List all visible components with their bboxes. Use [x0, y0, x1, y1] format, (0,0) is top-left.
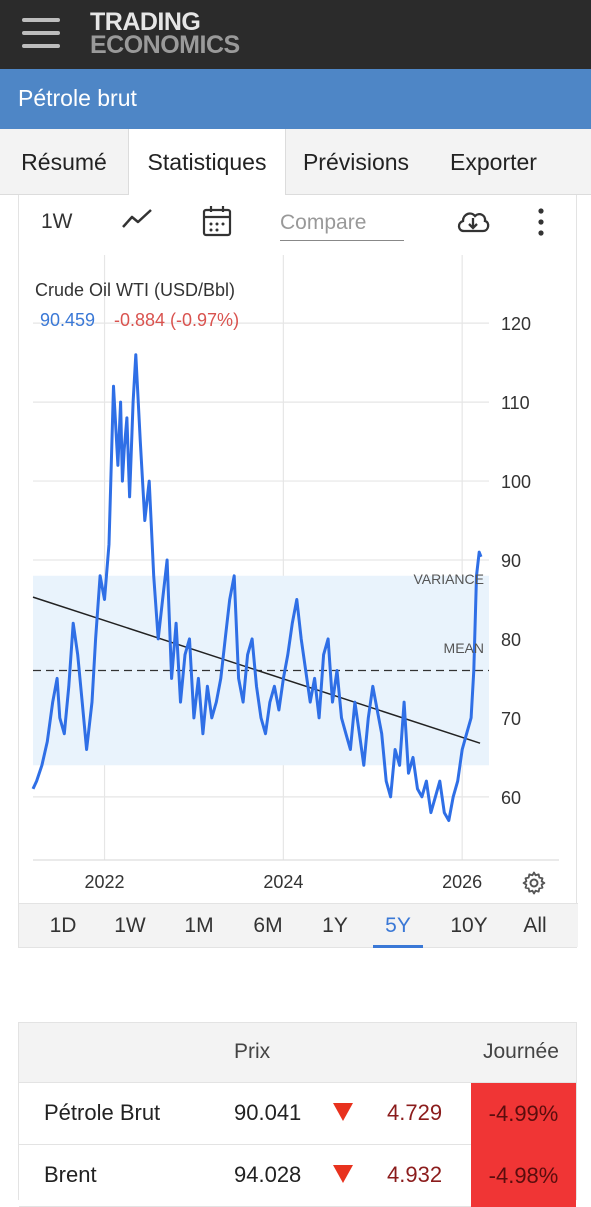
y-tick-label: 120 — [501, 314, 531, 334]
mean-label: MEAN — [444, 640, 484, 656]
chart-title: Crude Oil WTI (USD/Bbl) — [35, 280, 235, 300]
range-1d[interactable]: 1D — [49, 914, 77, 937]
logo-line2: ECONOMICS — [90, 31, 240, 59]
price-table: Prix Journée Pétrole Brut 90.041 4.729 -… — [18, 1022, 577, 1207]
page-title: Pétrole brut — [18, 85, 137, 111]
cloud-download-icon[interactable] — [455, 207, 491, 242]
row-percent: -4.99% — [471, 1083, 576, 1145]
gear-icon[interactable] — [522, 871, 546, 900]
y-tick-label: 110 — [501, 393, 530, 413]
down-arrow-icon — [333, 1103, 353, 1121]
title-bar: Pétrole brut — [0, 69, 591, 129]
x-tick-label: 2024 — [263, 872, 303, 892]
tab-exporter[interactable]: Exporter — [450, 149, 537, 175]
row-name: Brent — [44, 1162, 97, 1187]
chart-card: 1W 60 70 80 90 100 110 120 2022 2024 2026 VARIAN… — [18, 195, 578, 948]
row-change: 4.932 — [387, 1162, 443, 1187]
more-vertical-icon[interactable] — [535, 207, 547, 242]
tab-statistiques[interactable]: Statistiques — [128, 129, 286, 196]
range-6m[interactable]: 6M — [253, 914, 283, 937]
table-row[interactable]: Pétrole Brut 90.041 4.729 -4.99% — [19, 1083, 576, 1145]
row-price: 94.028 — [234, 1162, 302, 1187]
range-1y[interactable]: 1Y — [322, 914, 348, 937]
down-arrow-icon — [333, 1165, 353, 1183]
compare-input[interactable] — [280, 206, 404, 241]
line-chart-icon[interactable] — [121, 207, 153, 236]
row-name: Pétrole Brut — [44, 1100, 161, 1125]
calendar-icon[interactable] — [202, 205, 232, 242]
tab-previsions[interactable]: Prévisions — [302, 149, 410, 175]
last-value: 90.459 — [40, 310, 95, 330]
interval-button[interactable]: 1W — [41, 210, 73, 233]
variance-label: VARIANCE — [413, 571, 484, 587]
x-tick-label: 2026 — [442, 872, 482, 892]
table-header: Prix Journée — [19, 1023, 576, 1083]
tab-bar: Résumé Statistiques Prévisions Exporter — [0, 129, 591, 196]
header-day: Journée — [483, 1040, 559, 1063]
y-tick-label: 100 — [501, 472, 531, 492]
row-percent: -4.98% — [471, 1145, 576, 1207]
price-series-line — [31, 353, 483, 822]
header-price: Prix — [234, 1040, 271, 1063]
row-change: 4.729 — [387, 1100, 443, 1125]
tab-resume[interactable]: Résumé — [21, 149, 107, 175]
range-all[interactable]: All — [523, 914, 547, 937]
range-5y[interactable]: 5Y — [372, 904, 424, 948]
y-tick-label: 80 — [501, 630, 521, 650]
range-1w[interactable]: 1W — [114, 914, 146, 937]
logo[interactable]: TRADING ECONOMICS — [90, 8, 240, 59]
x-axis-ticks: 2022 2024 2026 — [85, 872, 483, 892]
range-1m[interactable]: 1M — [184, 914, 214, 937]
range-selector: 1D 1W 1M 6M 1Y 5Y 10Y All — [19, 903, 578, 948]
change-value: -0.884 (-0.97%) — [114, 310, 239, 330]
chart-grid — [33, 255, 559, 861]
y-tick-label: 60 — [501, 788, 521, 808]
y-tick-label: 90 — [501, 551, 521, 571]
top-bar: TRADING ECONOMICS — [0, 0, 591, 69]
table-row[interactable]: Brent 94.028 4.932 -4.98% — [19, 1145, 576, 1207]
y-tick-label: 70 — [501, 709, 521, 729]
range-10y[interactable]: 10Y — [450, 914, 488, 937]
logo-line1: TRADING — [90, 8, 201, 36]
hamburger-menu-icon[interactable] — [22, 16, 60, 50]
y-axis-ticks: 60 70 80 90 100 110 120 — [501, 314, 531, 808]
row-price: 90.041 — [234, 1100, 302, 1125]
x-tick-label: 2022 — [85, 872, 125, 892]
